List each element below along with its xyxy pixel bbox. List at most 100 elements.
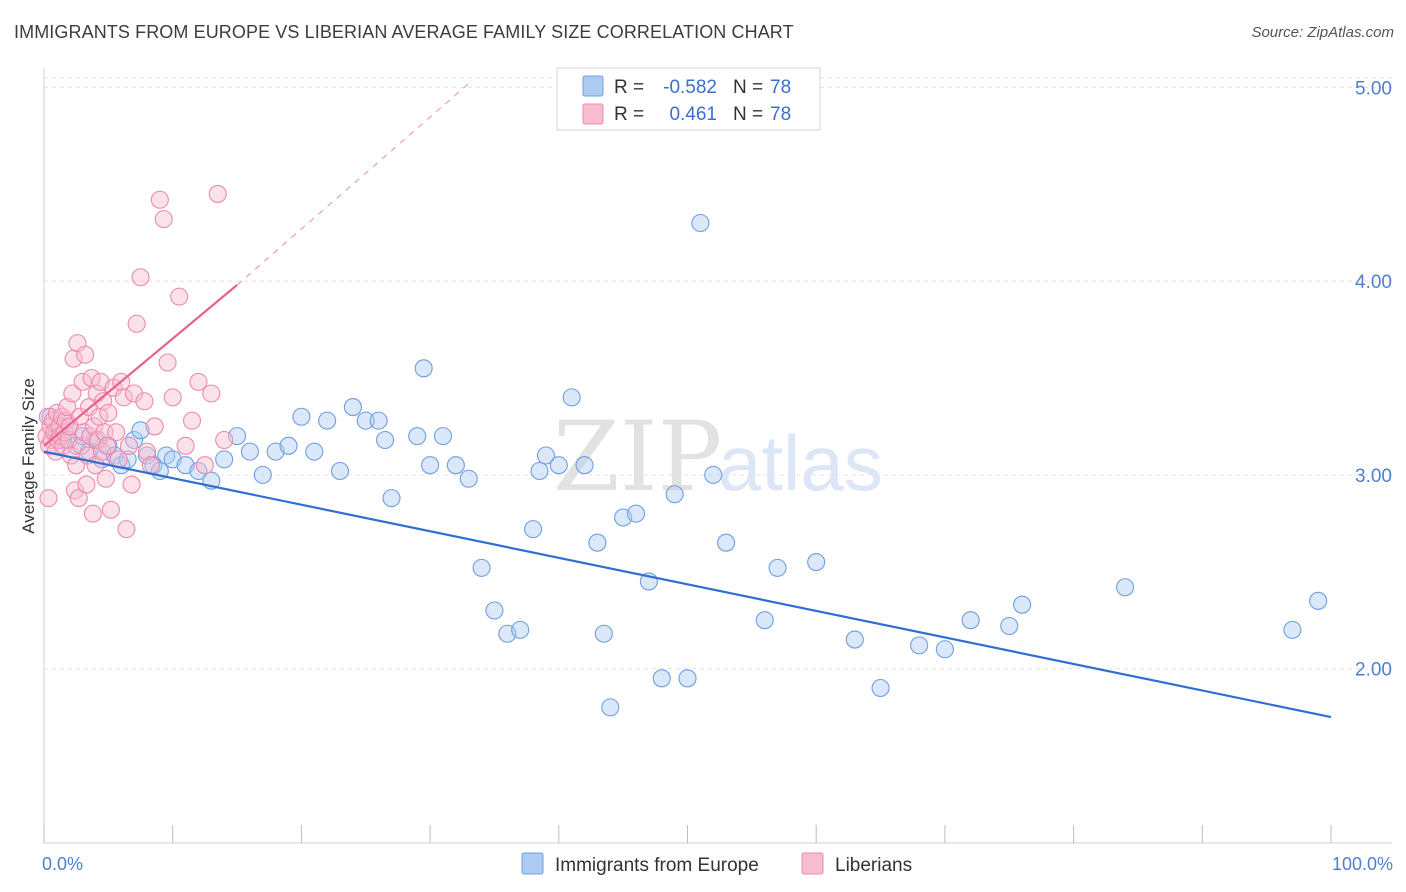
data-point: [330, 461, 350, 481]
data-point: [626, 504, 646, 523]
data-point: [935, 640, 954, 659]
data-point: [459, 469, 478, 488]
legend-label-immigrants-from-europe: Immigrants from Europe: [555, 855, 759, 876]
stats-swatch-pink: [582, 103, 604, 125]
axes: [43, 68, 1392, 844]
data-point: [58, 398, 77, 417]
stats-r-label-blue: R =: [614, 77, 644, 98]
data-point: [125, 430, 144, 450]
data-point: [63, 384, 82, 403]
data-point: [376, 430, 395, 450]
data-point: [717, 533, 736, 552]
data-point: [114, 388, 133, 407]
x-tick-label-min: 0.0%: [42, 854, 83, 874]
stats-n-value-pink: 78: [770, 104, 791, 125]
data-point: [408, 427, 427, 446]
data-point: [94, 392, 113, 411]
stats-r-value-pink: 0.461: [669, 104, 717, 125]
data-point: [305, 442, 324, 461]
stats-n-value-blue: 78: [770, 77, 791, 98]
data-point: [141, 456, 160, 475]
data-point: [137, 446, 157, 465]
data-point: [755, 611, 774, 630]
watermark: ZIP atlas: [553, 401, 883, 513]
data-point: [511, 620, 530, 639]
data-point: [189, 372, 208, 391]
data-point: [150, 190, 169, 209]
trend-line-liberians: [43, 284, 238, 447]
data-point: [96, 469, 115, 488]
data-point: [485, 601, 504, 620]
data-point: [145, 417, 164, 436]
data-point: [131, 421, 150, 440]
data-point: [99, 403, 118, 422]
trend-lines: [43, 83, 1332, 719]
data-point: [343, 398, 362, 417]
y-tick-label: 2.00: [1355, 660, 1392, 681]
data-point: [665, 485, 684, 504]
y-tick-labels: 2.00 3.00 4.00 5.00: [1355, 78, 1392, 680]
y-tick-label: 4.00: [1355, 272, 1392, 293]
data-point: [530, 461, 549, 481]
data-point: [122, 475, 141, 494]
data-point: [1116, 578, 1135, 597]
data-point: [176, 436, 195, 455]
data-point: [67, 456, 86, 475]
data-point: [562, 388, 581, 407]
data-point: [135, 392, 154, 411]
stats-r-label-pink: R =: [614, 104, 644, 125]
data-point: [85, 417, 104, 436]
data-point: [131, 268, 150, 287]
data-point: [807, 553, 826, 572]
data-point: [536, 446, 555, 465]
trend-line-immigrants-from-europe: [43, 450, 1332, 719]
stats-n-label-pink: N =: [733, 104, 763, 125]
data-point: [652, 669, 671, 688]
y-tick-label: 5.00: [1355, 78, 1392, 99]
data-point: [125, 384, 144, 403]
data-point: [292, 407, 311, 426]
stats-box: R = -0.582 N = 78 R = 0.461 N = 78: [556, 67, 821, 131]
data-point: [119, 436, 138, 455]
data-point: [158, 353, 177, 372]
data-point: [446, 456, 465, 475]
data-point: [215, 430, 234, 450]
data-point: [240, 442, 259, 461]
chart-title: IMMIGRANTS FROM EUROPE VS LIBERIAN AVERA…: [14, 22, 794, 42]
legend: Immigrants from Europe Liberians: [521, 852, 912, 876]
data-point: [871, 678, 890, 698]
data-point: [472, 558, 491, 577]
data-point: [154, 210, 173, 229]
data-point: [170, 287, 189, 306]
data-point: [195, 456, 214, 475]
data-point: [182, 411, 202, 430]
legend-label-liberians: Liberians: [835, 855, 912, 876]
data-point: [433, 427, 453, 446]
y-axis-label: Average Family Size: [19, 378, 38, 534]
stats-r-value-blue: -0.582: [663, 77, 717, 98]
data-point: [1013, 595, 1032, 614]
data-point: [356, 411, 375, 430]
data-point: [594, 624, 613, 643]
data-point: [549, 456, 568, 475]
data-point: [524, 520, 543, 539]
legend-swatch-immigrants-from-europe: [521, 852, 544, 875]
stats-swatch-blue: [582, 75, 604, 97]
data-point: [421, 456, 440, 475]
watermark-atlas: atlas: [718, 419, 883, 507]
data-point: [39, 489, 58, 508]
x-tick-label-max: 100.0%: [1332, 854, 1393, 874]
data-point: [69, 489, 88, 508]
data-point: [72, 436, 91, 455]
data-point: [208, 184, 227, 203]
data-point: [601, 698, 620, 717]
data-point: [202, 384, 221, 403]
data-point: [92, 442, 111, 461]
data-point: [414, 359, 433, 378]
data-point: [54, 436, 73, 455]
grid-lines: [44, 77, 1392, 670]
data-point: [318, 411, 337, 430]
data-point: [107, 423, 126, 442]
stats-n-label-blue: N =: [733, 77, 763, 98]
